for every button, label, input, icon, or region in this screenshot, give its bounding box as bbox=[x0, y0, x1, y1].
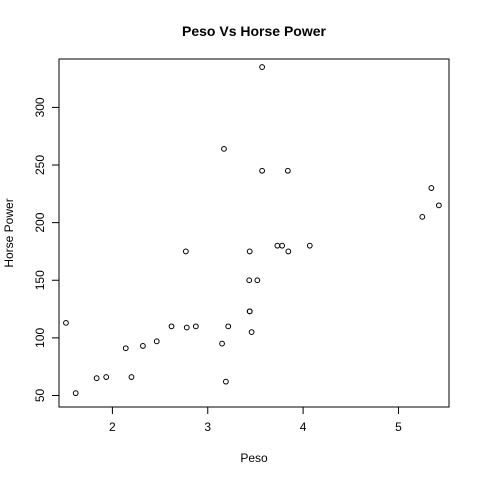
data-point bbox=[219, 340, 225, 347]
data-point bbox=[225, 323, 232, 330]
data-point bbox=[254, 277, 261, 284]
x-tick-label: 5 bbox=[395, 420, 402, 434]
data-point bbox=[183, 324, 190, 331]
y-tick-label: 300 bbox=[33, 97, 47, 117]
x-tick-label: 4 bbox=[300, 420, 307, 434]
data-point bbox=[246, 248, 253, 255]
data-point bbox=[222, 378, 229, 385]
y-tick-label: 50 bbox=[33, 388, 47, 402]
y-tick-label: 100 bbox=[33, 328, 47, 348]
data-point bbox=[168, 323, 175, 330]
data-point bbox=[153, 338, 160, 345]
data-point bbox=[246, 277, 253, 284]
data-point bbox=[128, 374, 135, 380]
data-point bbox=[221, 145, 227, 152]
data-point bbox=[103, 374, 110, 380]
data-point bbox=[435, 202, 442, 209]
data-point bbox=[248, 329, 255, 335]
data-point bbox=[192, 323, 199, 330]
data-point bbox=[279, 242, 286, 249]
data-point bbox=[259, 64, 266, 70]
x-axis-label: Peso bbox=[240, 451, 268, 465]
data-point bbox=[259, 167, 266, 174]
y-tick-label: 250 bbox=[33, 155, 47, 175]
data-point bbox=[122, 345, 129, 352]
data-point bbox=[284, 167, 291, 174]
data-point bbox=[140, 343, 146, 349]
data-point bbox=[182, 248, 189, 255]
data-point bbox=[419, 213, 426, 220]
data-point bbox=[63, 319, 69, 326]
y-tick-label: 200 bbox=[33, 212, 47, 232]
data-point bbox=[428, 185, 435, 191]
y-tick-label: 150 bbox=[33, 270, 47, 290]
data-point bbox=[306, 242, 313, 249]
x-tick-label: 3 bbox=[204, 420, 211, 434]
data-point bbox=[285, 248, 292, 255]
y-axis: 50 100 150 200 250 300 bbox=[33, 97, 60, 402]
chart-title: Peso Vs Horse Power bbox=[182, 23, 327, 39]
x-tick-label: 2 bbox=[109, 420, 116, 434]
y-axis-label: Horse Power bbox=[2, 198, 16, 267]
data-points bbox=[63, 64, 442, 397]
data-point bbox=[72, 390, 79, 397]
x-axis: 2 3 4 5 bbox=[109, 406, 402, 434]
data-point bbox=[93, 375, 100, 382]
data-point bbox=[246, 308, 253, 315]
